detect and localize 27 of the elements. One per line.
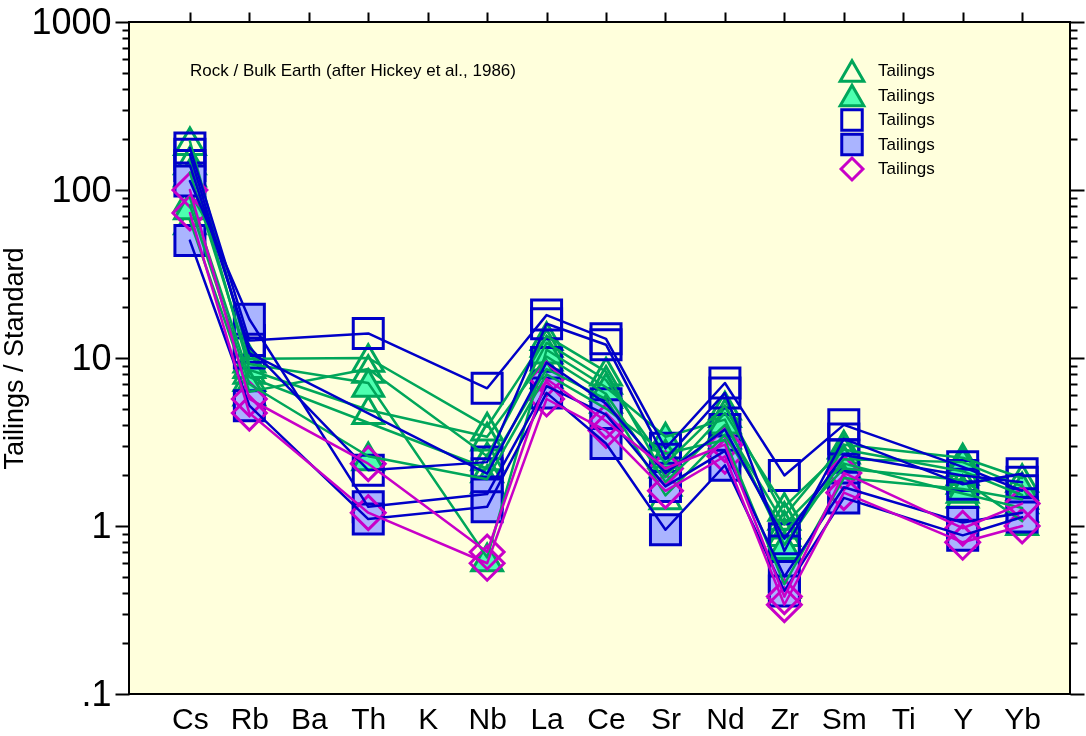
x-tick-label: Ba <box>290 701 328 735</box>
legend-label: Tailings <box>878 85 935 105</box>
y-tick-label: 10 <box>71 336 112 378</box>
x-tick-label: Th <box>351 701 387 735</box>
x-tick-label: Sr <box>650 701 681 735</box>
annotation: Rock / Bulk Earth (after Hickey et al., 1986) <box>190 61 516 80</box>
x-tick-label: Nb <box>468 701 507 735</box>
y-tick-label: 1 <box>91 504 112 546</box>
y-tick-label: 100 <box>51 168 112 210</box>
x-tick-label: K <box>418 701 439 735</box>
legend-label: Tailings <box>878 61 935 80</box>
x-tick-label: Y <box>953 701 974 735</box>
x-tick-label: Ti <box>891 701 916 735</box>
y-tick-label: .1 <box>81 672 112 714</box>
x-tick-label: Yb <box>1004 701 1041 735</box>
y-tick-label: 1000 <box>31 0 112 42</box>
x-tick-label: Zr <box>770 701 800 735</box>
x-tick-label: Sm <box>821 701 867 735</box>
x-tick-label: Ce <box>587 701 626 735</box>
legend-label: Tailings <box>878 134 935 154</box>
legend-label: Tailings <box>878 159 935 178</box>
x-tick-label: La <box>530 701 565 735</box>
x-tick-label: Cs <box>172 701 209 735</box>
legend-label: Tailings <box>878 110 935 129</box>
y-axis-title: Tailings / Standard <box>0 247 30 470</box>
x-tick-label: Nd <box>706 701 745 735</box>
x-tick-label: Rb <box>230 701 270 735</box>
